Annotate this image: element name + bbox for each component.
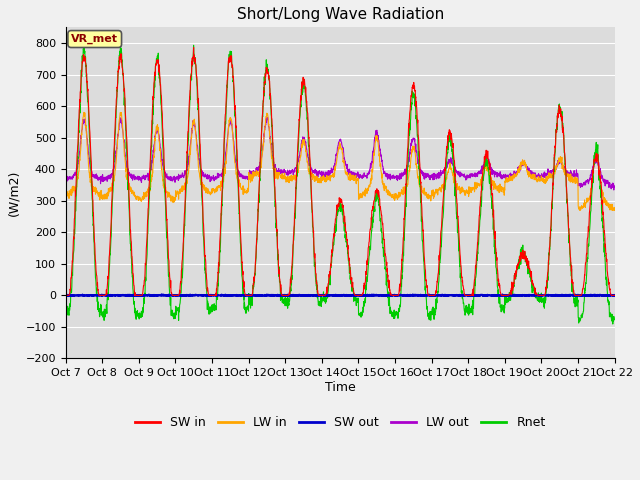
Rnet: [609, 321, 616, 327]
SW out: [216, 293, 223, 299]
SW in: [578, 292, 586, 298]
Text: VR_met: VR_met: [71, 34, 118, 44]
Y-axis label: (W/m2): (W/m2): [7, 170, 20, 216]
LW in: [368, 167, 376, 172]
LW in: [578, 203, 586, 208]
Legend: SW in, LW in, SW out, LW out, Rnet: SW in, LW in, SW out, LW out, Rnet: [130, 411, 550, 434]
Line: SW out: SW out: [66, 294, 614, 296]
LW in: [563, 171, 570, 177]
SW out: [62, 292, 70, 298]
Title: Short/Long Wave Radiation: Short/Long Wave Radiation: [237, 7, 444, 22]
LW in: [611, 207, 618, 213]
Line: SW in: SW in: [66, 48, 614, 295]
SW in: [368, 207, 376, 213]
LW in: [80, 109, 88, 115]
LW out: [578, 183, 586, 189]
LW in: [500, 185, 508, 191]
SW in: [215, 257, 223, 263]
SW in: [189, 45, 197, 50]
SW in: [62, 292, 70, 298]
LW in: [576, 207, 584, 213]
X-axis label: Time: Time: [324, 381, 355, 394]
Rnet: [500, 302, 508, 308]
LW out: [215, 174, 223, 180]
SW out: [611, 293, 618, 299]
LW out: [356, 171, 364, 177]
Line: Rnet: Rnet: [66, 45, 614, 324]
SW out: [369, 293, 376, 299]
SW out: [356, 293, 364, 299]
SW out: [158, 291, 166, 297]
Rnet: [215, 265, 223, 271]
LW in: [215, 185, 223, 191]
LW out: [563, 168, 570, 174]
Rnet: [563, 184, 570, 190]
SW out: [563, 292, 570, 298]
Rnet: [368, 214, 376, 220]
LW out: [611, 183, 618, 189]
LW in: [356, 191, 364, 196]
SW in: [563, 183, 570, 189]
Rnet: [356, 311, 364, 316]
SW in: [500, 292, 508, 298]
SW out: [500, 293, 508, 299]
SW out: [64, 293, 72, 299]
SW in: [611, 292, 618, 298]
SW out: [578, 293, 586, 299]
SW in: [356, 292, 364, 298]
LW out: [368, 160, 376, 166]
LW out: [500, 173, 508, 179]
Rnet: [62, 312, 70, 317]
LW in: [62, 191, 70, 196]
Line: LW in: LW in: [66, 112, 614, 210]
Rnet: [578, 313, 586, 319]
Rnet: [116, 42, 124, 48]
LW out: [263, 114, 271, 120]
Line: LW out: LW out: [66, 117, 614, 190]
LW out: [62, 175, 70, 180]
Rnet: [611, 317, 618, 323]
LW out: [610, 187, 618, 193]
